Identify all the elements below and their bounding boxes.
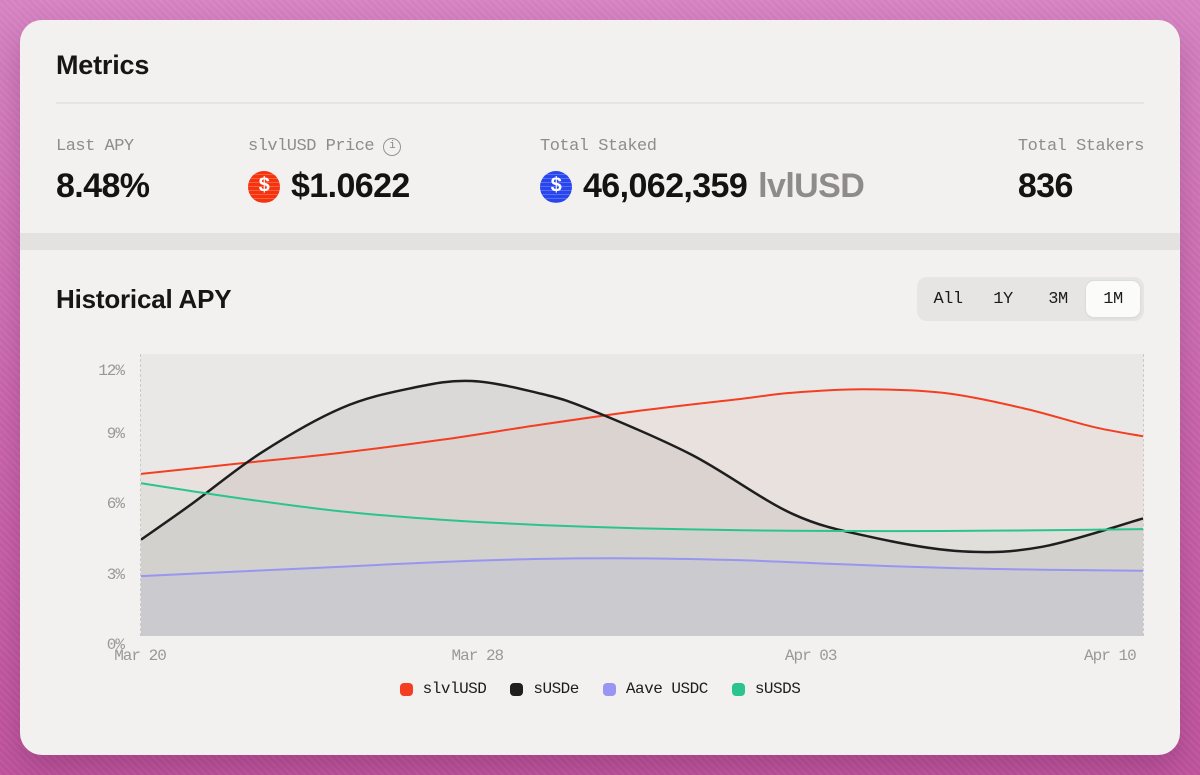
legend-item-susde: sUSDe [510,680,579,698]
stat-price-label: slvlUSD Price [248,137,375,156]
stat-price-value: $1.0622 [291,167,410,205]
stat-last-apy: Last APY 8.48% [56,137,248,206]
range-button-all[interactable]: All [921,281,975,317]
metrics-header: Metrics [20,20,1180,81]
y-tick-label: 0% [106,636,125,654]
legend-swatch [510,682,524,696]
stat-total-stakers: Total Stakers 836 [1017,137,1145,206]
stat-last-apy-label: Last APY [56,137,134,156]
stat-total-staked-label: Total Staked [540,137,657,156]
slvlusd-coin-icon: $ [248,170,280,203]
stats-row: Last APY 8.48% slvlUSD Price i $ $1.0622… [20,104,1180,206]
legend-label: sUSDS [754,680,801,698]
legend: slvlUSD sUSDe Aave USDC sUSDS [20,672,1180,698]
legend-item-susds: sUSDS [731,680,801,698]
chart-title: Historical APY [56,283,232,314]
chart-header: Historical APY All 1Y 3M 1M [20,250,1180,321]
legend-swatch [399,682,413,696]
legend-swatch [602,682,616,696]
stat-total-staked-value: 46,062,359 [583,167,748,205]
x-tick-label: Mar 20 [114,647,167,665]
range-button-1m[interactable]: 1M [1086,281,1140,317]
stat-total-staked: Total Staked $ 46,062,359 lvlUSD [540,137,1018,206]
stat-last-apy-value: 8.48% [56,167,150,205]
range-button-1y[interactable]: 1Y [976,281,1030,317]
lvlusd-coin-icon: $ [540,170,572,203]
y-tick-label: 9% [106,424,125,443]
legend-label: slvlUSD [422,680,487,698]
legend-item-slvlusd: slvlUSD [399,680,487,698]
legend-swatch [731,682,745,696]
x-tick-label: Apr 03 [784,647,838,665]
x-axis: Mar 20 Mar 28 Apr 03 Apr 10 [114,636,1144,672]
info-icon[interactable]: i [383,137,402,156]
x-tick-label: Mar 28 [451,647,505,665]
stat-total-stakers-label: Total Stakers [1017,137,1145,156]
y-tick-label: 6% [106,495,125,513]
stat-total-staked-unit: lvlUSD [758,167,865,205]
legend-item-aave-usdc: Aave USDC [602,680,708,698]
y-tick-label: 3% [106,565,125,584]
section-divider-band [20,233,1180,250]
page-title: Metrics [56,50,150,80]
stat-price: slvlUSD Price i $ $1.0622 [248,137,540,206]
stat-total-stakers-value: 836 [1017,167,1074,205]
apy-chart-svg [141,354,1143,636]
y-axis: 0% 3% 6% 9% 12% [56,354,140,654]
apy-chart: 0% 3% 6% 9% 12% Mar 20 Mar 28 Apr 03 Apr 10 [20,321,1180,672]
legend-label: Aave USDC [625,680,708,698]
metrics-card: Metrics Last APY 8.48% slvlUSD Price i $… [20,20,1180,755]
y-tick-label: 12% [98,362,125,380]
x-tick-label: Apr 10 [1084,647,1137,665]
plot-area [140,354,1144,636]
legend-label: sUSDe [533,680,579,698]
range-button-3m[interactable]: 3M [1031,281,1085,317]
header-divider [56,102,1144,104]
time-range-selector: All 1Y 3M 1M [917,277,1144,321]
